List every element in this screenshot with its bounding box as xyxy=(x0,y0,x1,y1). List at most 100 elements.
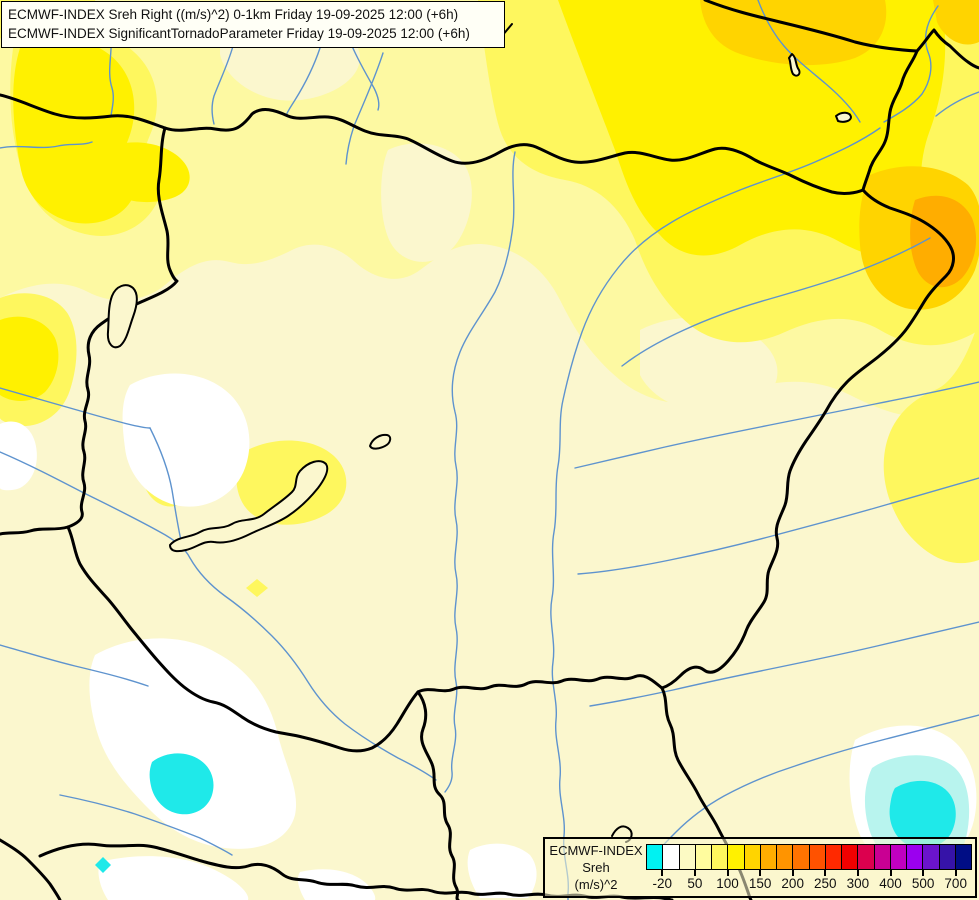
colorbar-tick-label: 400 xyxy=(879,876,902,891)
river-upper-tisza-2 xyxy=(883,5,939,123)
contour-white-bottom-center xyxy=(467,843,537,898)
colorbar-cell-17 xyxy=(906,844,924,870)
river-bodrog xyxy=(621,237,931,367)
colorbar-cell-8 xyxy=(759,844,777,870)
colorbar-tick-label: 250 xyxy=(814,876,837,891)
lake-tisza-to xyxy=(369,433,392,450)
colorbar-cell-5 xyxy=(711,844,729,870)
colorbar-cell-14 xyxy=(857,844,875,870)
legend-units-label: (m/s)^2 xyxy=(574,877,618,892)
colorbar-ticks xyxy=(646,870,972,876)
colorbar-cell-11 xyxy=(808,844,826,870)
colorbar-tick-label: 100 xyxy=(716,876,739,891)
river-tisza xyxy=(550,127,881,900)
colorbar-cell-6 xyxy=(727,844,745,870)
title-line-1: ECMWF-INDEX Sreh Right ((m/s)^2) 0-1km F… xyxy=(8,7,459,22)
colorbar-tick xyxy=(922,870,925,876)
colorbar-cell-4 xyxy=(694,844,712,870)
contour-bright-yellow-left3 xyxy=(0,316,59,401)
border-hungary-ukraine xyxy=(861,49,919,192)
colorbar-cell-12 xyxy=(824,844,842,870)
colorbar-cell-9 xyxy=(776,844,794,870)
contour-white-bottom-left xyxy=(89,638,297,849)
colorbar xyxy=(646,844,972,870)
colorbar-tick-label: 200 xyxy=(781,876,804,891)
border-hungary-romania xyxy=(660,188,955,690)
colorbar-cell-18 xyxy=(922,844,940,870)
colorbar-tick-label: 50 xyxy=(687,876,703,891)
colorbar-cell-20 xyxy=(954,844,972,870)
contour-white-center-left xyxy=(122,373,250,507)
lake-ferto xyxy=(106,284,138,349)
border-ukraine-northeast xyxy=(915,28,979,70)
river-danube xyxy=(444,151,516,793)
colorbar-tick xyxy=(661,870,664,876)
legend-box: ECMWF-INDEX Sreh (m/s)^2 -20 50 100 150 200 2… xyxy=(543,837,977,898)
colorbar-cell-3 xyxy=(678,844,696,870)
contour-cyan-diamond xyxy=(95,857,111,873)
colorbar-cell-19 xyxy=(938,844,956,870)
border-hungary-serbia xyxy=(416,674,664,694)
lake-small-ne-2 xyxy=(835,111,852,123)
legend-model-label: ECMWF-INDEX xyxy=(549,843,643,858)
river-mura-drava xyxy=(0,451,437,781)
border-austria-slovenia xyxy=(0,525,70,536)
colorbar-cell-13 xyxy=(841,844,859,870)
map-lakes xyxy=(106,53,852,553)
lake-balaton xyxy=(169,460,329,553)
border-danube-croatia-serbia xyxy=(416,690,460,900)
contour-cream-pocket-2 xyxy=(381,143,472,262)
river-ne-corner xyxy=(935,91,979,117)
river-koros-south xyxy=(577,477,979,575)
colorbar-cell-1 xyxy=(646,844,664,870)
river-bottom-left xyxy=(59,794,233,856)
river-maros xyxy=(589,621,979,707)
river-sava-trib xyxy=(0,644,149,687)
colorbar-tick-label: 300 xyxy=(846,876,870,891)
border-slovenia-croatia-hungary xyxy=(66,525,420,753)
contour-white-bottom-strip1 xyxy=(98,856,249,900)
colorbar-tick xyxy=(824,870,827,876)
border-slovakia-hungary-north xyxy=(0,93,865,195)
border-corner-bottom-left xyxy=(0,838,62,900)
contour-white-left-edge xyxy=(0,421,37,491)
contour-gold-top xyxy=(700,0,887,66)
river-small-left xyxy=(0,141,93,149)
river-koros-north xyxy=(574,381,979,469)
title-box: ECMWF-INDEX Sreh Right ((m/s)^2) 0-1km F… xyxy=(1,1,505,48)
river-small-top xyxy=(351,45,380,111)
colorbar-tick xyxy=(791,870,794,876)
contour-cyan-bottom-right xyxy=(889,780,956,849)
colorbar-tick xyxy=(954,870,957,876)
colorbar-tick xyxy=(726,870,729,876)
contour-yellow-diamond-small xyxy=(246,579,268,597)
contour-amber-right xyxy=(910,195,977,288)
border-slovakia-ukraine-diagonal xyxy=(703,0,919,53)
colorbar-tick-label: 700 xyxy=(944,876,967,891)
colorbar-tick xyxy=(759,870,762,876)
colorbar-cell-16 xyxy=(889,844,907,870)
colorbar-tick xyxy=(693,870,696,876)
river-southeast xyxy=(654,714,979,857)
river-upper-tisza-1 xyxy=(757,0,861,123)
border-austria-hungary xyxy=(66,126,179,529)
contour-gold-corner xyxy=(933,0,979,45)
title-line-2: ECMWF-INDEX SignificantTornadoParameter … xyxy=(8,26,470,41)
colorbar-cell-2 xyxy=(662,844,680,870)
colorbar-cell-10 xyxy=(792,844,810,870)
colorbar-tick xyxy=(856,870,859,876)
colorbar-tick-label: 150 xyxy=(748,876,772,891)
colorbar-tick-label: 500 xyxy=(911,876,935,891)
contour-yellow-right-tongue xyxy=(883,320,979,564)
colorbar-tick-labels: -20 50 100 150 200 250 300 400 500 700 xyxy=(646,876,972,894)
colorbar-tick xyxy=(889,870,892,876)
legend-parameter-label: Sreh xyxy=(582,860,610,875)
lake-small-ne-1 xyxy=(788,53,801,77)
colorbar-tick-label: -20 xyxy=(652,876,673,891)
river-vah xyxy=(211,45,234,125)
contour-bright-yellow-left2 xyxy=(96,142,190,203)
